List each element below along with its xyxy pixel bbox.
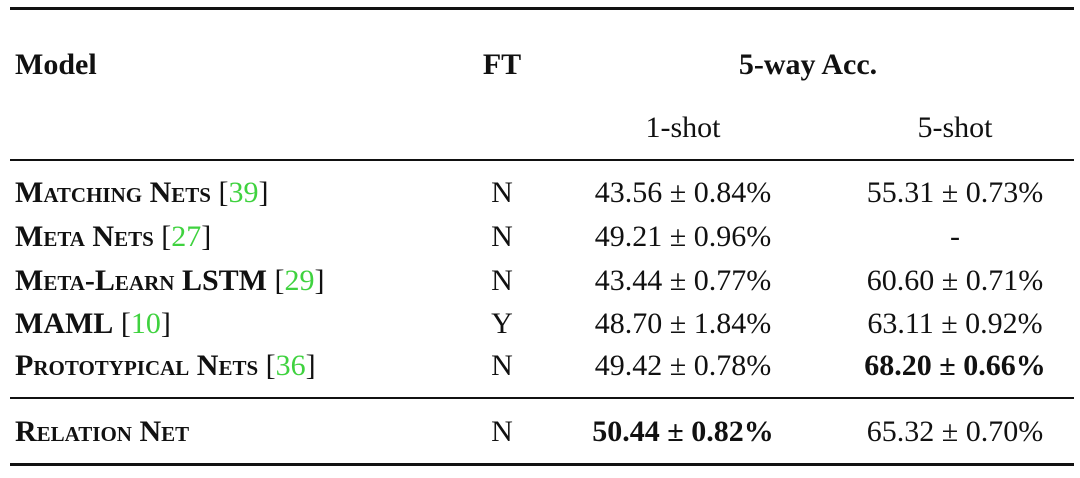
- citation-bracket: ]: [305, 349, 316, 382]
- model-name: Meta Nets: [15, 220, 154, 253]
- five-shot-cell: 65.32 ± 0.70%: [866, 415, 1044, 448]
- model-cell: Meta Nets [27]: [15, 222, 211, 252]
- model-cell: Relation Net: [15, 417, 189, 447]
- model-name: Meta-Learn LSTM: [15, 264, 267, 297]
- citation-bracket: [: [265, 349, 276, 382]
- five-shot-cell: 60.60 ± 0.71%: [866, 264, 1044, 297]
- citation-bracket: ]: [201, 220, 212, 253]
- ft-cell: N: [491, 415, 513, 448]
- citation: [27]: [154, 220, 212, 253]
- model-cell: Meta-Learn LSTM [29]: [15, 266, 324, 296]
- one-shot-cell: 48.70 ± 1.84%: [594, 307, 772, 340]
- citation: [36]: [258, 349, 316, 382]
- one-shot-cell: 49.42 ± 0.78%: [594, 349, 772, 382]
- header-model: Model: [15, 48, 97, 81]
- citation-number: 27: [171, 220, 202, 253]
- top-rule: [10, 7, 1074, 10]
- ft-cell: N: [491, 220, 513, 253]
- mid-rule: [10, 397, 1074, 399]
- citation: [39]: [211, 176, 269, 209]
- ft-cell: N: [491, 349, 513, 382]
- ft-cell: N: [491, 176, 513, 209]
- ft-cell: Y: [491, 307, 513, 340]
- one-shot-cell: 50.44 ± 0.82%: [592, 415, 774, 448]
- five-shot-cell: 63.11 ± 0.92%: [867, 307, 1043, 340]
- ft-cell: N: [491, 264, 513, 297]
- header-1shot: 1-shot: [645, 111, 721, 144]
- one-shot-cell: 43.44 ± 0.77%: [594, 264, 772, 297]
- bottom-rule: [10, 463, 1074, 466]
- header-group: 5-way Acc.: [738, 48, 878, 81]
- one-shot-cell: 43.56 ± 0.84%: [594, 176, 772, 209]
- citation-number: 10: [130, 307, 161, 340]
- citation-number: 36: [275, 349, 306, 382]
- header-rule: [10, 159, 1074, 161]
- five-shot-cell: 68.20 ± 0.66%: [864, 349, 1046, 382]
- model-cell: Matching Nets [39]: [15, 178, 268, 208]
- citation-bracket: [: [274, 264, 285, 297]
- citation: [10]: [113, 307, 171, 340]
- model-cell: MAML [10]: [15, 309, 171, 339]
- one-shot-cell: 49.21 ± 0.96%: [594, 220, 772, 253]
- citation-bracket: [: [161, 220, 172, 253]
- citation-bracket: ]: [258, 176, 269, 209]
- citation-bracket: ]: [160, 307, 171, 340]
- model-name: Prototypical Nets: [15, 349, 259, 382]
- citation: [29]: [267, 264, 325, 297]
- citation-bracket: ]: [314, 264, 325, 297]
- model-cell: Prototypical Nets [36]: [15, 351, 316, 381]
- model-name: MAML: [15, 307, 114, 340]
- citation-number: 29: [284, 264, 315, 297]
- five-shot-cell: 55.31 ± 0.73%: [866, 176, 1044, 209]
- model-name: Matching Nets: [15, 176, 211, 209]
- citation-bracket: [: [120, 307, 131, 340]
- citation-number: 39: [228, 176, 259, 209]
- header-5shot: 5-shot: [917, 111, 993, 144]
- header-ft: FT: [482, 48, 522, 81]
- five-shot-cell: -: [950, 220, 960, 253]
- model-name: Relation Net: [15, 415, 190, 448]
- citation-bracket: [: [218, 176, 229, 209]
